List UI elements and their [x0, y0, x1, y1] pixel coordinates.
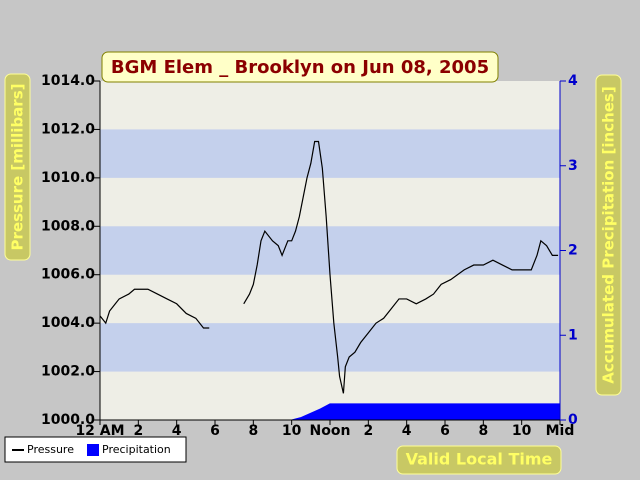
pressure-line [99, 140, 559, 394]
x-tick-label: 10 [512, 423, 532, 439]
y2-label-box [595, 74, 622, 396]
title-box [101, 51, 499, 83]
x-label-box [396, 445, 562, 475]
x-tick-label: 6 [210, 423, 220, 439]
legend-label: Precipitation [102, 443, 171, 456]
y2-axis-label: Accumulated Precipitation [inches] [600, 86, 618, 383]
y-tick-label: 1006.0 [41, 267, 95, 283]
y-tick-label: 1004.0 [41, 315, 95, 331]
y2-tick-label: 0 [568, 412, 578, 428]
legend-label: Pressure [27, 443, 74, 456]
x-tick-label: 8 [478, 423, 488, 439]
y-tick-label: 1000.0 [41, 412, 95, 428]
x-tick-label: Noon [310, 423, 351, 439]
x-tick-label: 10 [282, 423, 302, 439]
y2-tick-label: 1 [568, 327, 578, 343]
y2-tick-label: 2 [568, 243, 578, 259]
y-tick-label: 1014.0 [41, 73, 95, 89]
x-tick-label: 2 [133, 423, 143, 439]
x-tick-label: 6 [440, 423, 450, 439]
y-label-box [4, 73, 31, 261]
x-tick-label: Mid [546, 423, 575, 439]
x-tick-label: 8 [248, 423, 258, 439]
x-tick-label: 2 [363, 423, 373, 439]
y-tick-label: 1012.0 [41, 121, 95, 137]
y-tick-label: 1008.0 [41, 218, 95, 234]
y-tick-label: 1002.0 [41, 364, 95, 380]
y2-tick-label: 4 [568, 73, 578, 89]
grid-band [100, 323, 560, 372]
grid-band [100, 129, 560, 178]
legend [4, 436, 187, 463]
y2-tick-label: 3 [568, 158, 578, 174]
x-tick-label: 4 [172, 423, 182, 439]
y-axis-label: Pressure [millibars] [9, 84, 27, 251]
chart-title: BGM Elem _ Brooklyn on Jun 08, 2005 [111, 57, 489, 78]
y-tick-label: 1010.0 [41, 170, 95, 186]
x-axis-label: Valid Local Time [406, 450, 553, 469]
x-tick-label: 12 AM [75, 423, 124, 439]
plot-area [100, 81, 560, 420]
x-tick-label: 4 [402, 423, 412, 439]
legend-swatch [87, 444, 99, 456]
